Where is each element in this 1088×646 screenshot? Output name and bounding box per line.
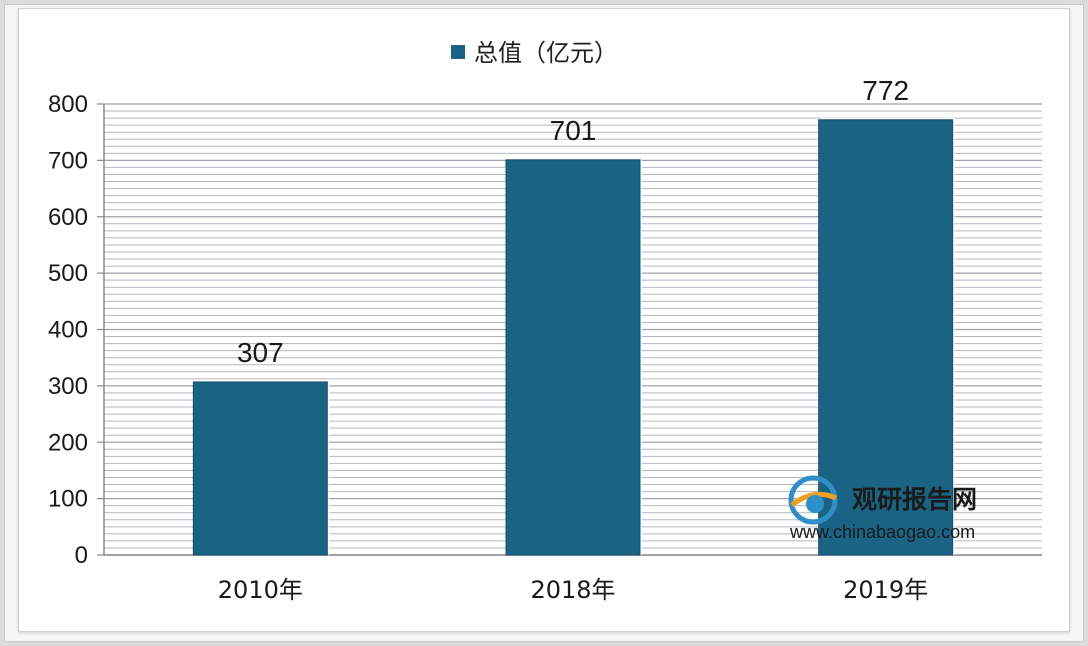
bar (505, 159, 641, 556)
y-tick-label: 400 (48, 317, 88, 344)
x-tick-labels: 2010年 2018年 2019年 (218, 576, 928, 604)
y-tick-label: 100 (48, 486, 88, 513)
legend-swatch (451, 45, 465, 59)
watermark: 观研报告网 www.chinabaogao.com (788, 475, 977, 542)
legend: 总值（亿元） (438, 27, 638, 77)
y-tick-label: 0 (75, 542, 88, 569)
bar (818, 119, 954, 556)
watermark-logo-icon (788, 475, 838, 525)
y-tick-label: 800 (48, 91, 88, 118)
legend-label: 总值（亿元） (474, 39, 618, 67)
watermark-name: 观研报告网 (852, 485, 977, 514)
data-label: 772 (862, 75, 909, 106)
data-labels: 307 701 772 (237, 75, 909, 368)
x-tick-label: 2019年 (843, 576, 928, 604)
legend-box (438, 27, 638, 77)
bar (192, 381, 328, 556)
y-tick-label: 300 (48, 373, 88, 400)
y-tick-label: 500 (48, 260, 88, 287)
data-label: 701 (550, 115, 597, 146)
x-tick-label: 2010年 (218, 576, 303, 604)
watermark-url: www.chinabaogao.com (789, 522, 975, 542)
y-tick-label: 200 (48, 429, 88, 456)
y-tick-label: 700 (48, 147, 88, 174)
x-tick-label: 2018年 (530, 576, 615, 604)
bars (192, 117, 955, 556)
y-tick-labels: 0 100 200 300 400 500 600 700 800 (48, 91, 88, 569)
y-tick-label: 600 (48, 204, 88, 231)
data-label: 307 (237, 337, 284, 368)
